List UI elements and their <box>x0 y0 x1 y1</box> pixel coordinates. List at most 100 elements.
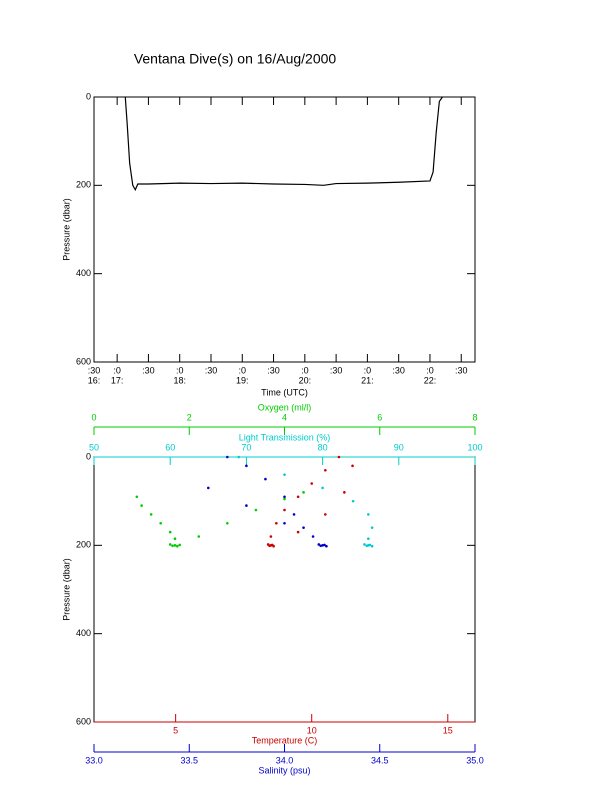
data-point <box>367 513 370 516</box>
data-point <box>325 544 328 548</box>
x-tick-label: 80 <box>318 442 328 452</box>
x-tick-label: 33.0 <box>85 755 103 765</box>
data-point <box>302 526 305 529</box>
y-axis-label: Pressure (dbar) <box>61 558 71 621</box>
data-point <box>178 543 182 547</box>
x-tick-label: 6 <box>377 412 382 422</box>
data-point <box>302 491 305 494</box>
x-tick-label: :30 <box>267 365 280 375</box>
y-tick-label: 0 <box>86 451 91 461</box>
x-hour-label: 16: <box>88 375 101 385</box>
x-tick-label: 0 <box>91 412 96 422</box>
data-point <box>292 513 296 516</box>
y-tick-label: 200 <box>76 180 91 190</box>
data-point <box>283 521 286 525</box>
data-point <box>176 544 179 548</box>
data-point <box>168 530 172 534</box>
data-point <box>149 513 153 516</box>
x-tick-label: 60 <box>165 442 175 452</box>
x-tick-label: :30 <box>142 365 155 375</box>
data-point <box>324 513 327 516</box>
x-tick-label: 15 <box>443 725 453 735</box>
x-hour-label: 22: <box>424 375 437 385</box>
x-tick-label: 10 <box>307 725 317 735</box>
x-axis-label: Temperature (C) <box>252 735 318 745</box>
x-axis-label: Light Transmission (%) <box>239 432 331 442</box>
y-tick-label: 400 <box>76 268 91 278</box>
data-point <box>264 477 267 481</box>
data-point <box>283 473 286 476</box>
y-tick-label: 0 <box>86 91 91 101</box>
x-tick-label: :0 <box>426 365 434 375</box>
x-tick-label: :30 <box>330 365 343 375</box>
data-point <box>365 544 369 548</box>
data-point <box>270 543 274 547</box>
x-tick-label: :0 <box>113 365 121 375</box>
x-hour-label: 21: <box>361 375 374 385</box>
data-point <box>321 486 324 490</box>
y-tick-label: 600 <box>76 716 91 726</box>
data-point <box>168 543 172 546</box>
data-point <box>311 535 315 538</box>
data-point <box>363 543 366 546</box>
chart-title: Ventana Dive(s) on 16/Aug/2000 <box>134 51 337 67</box>
data-point <box>159 521 162 525</box>
y-tick-label: 200 <box>76 540 91 550</box>
data-point <box>310 482 314 485</box>
x-axis-label: Salinity (psu) <box>258 765 310 775</box>
data-point <box>269 535 273 538</box>
data-point <box>323 543 326 547</box>
data-point <box>283 497 286 501</box>
data-point <box>351 464 354 468</box>
x-tick-label: :30 <box>205 365 218 375</box>
data-point <box>275 521 278 525</box>
data-point <box>283 508 286 512</box>
data-point <box>343 491 346 494</box>
data-point <box>171 544 174 548</box>
x-tick-label: 34.5 <box>371 755 389 765</box>
data-point <box>370 544 374 548</box>
data-point <box>319 544 322 548</box>
x-tick-label: :30 <box>392 365 405 375</box>
y-tick-label: 600 <box>76 356 91 366</box>
x-tick-label: 50 <box>89 442 99 452</box>
data-point <box>207 486 210 490</box>
x-tick-label: :0 <box>301 365 309 375</box>
x-tick-label: 90 <box>394 442 404 452</box>
dive-line <box>124 96 443 192</box>
data-point <box>337 455 341 459</box>
data-point <box>135 495 139 499</box>
data-point <box>370 526 374 529</box>
x-axis-label: Time (UTC) <box>261 387 308 397</box>
x-hour-label: 17: <box>111 375 124 385</box>
data-point <box>254 508 258 512</box>
x-tick-label: :0 <box>364 365 372 375</box>
data-point <box>317 543 321 546</box>
x-tick-label: 8 <box>472 412 477 422</box>
data-point <box>296 530 300 534</box>
data-point <box>173 544 177 547</box>
x-tick-label: :30 <box>455 365 468 375</box>
y-tick-label: 400 <box>76 628 91 638</box>
data-point <box>226 455 229 459</box>
x-tick-label: 34.0 <box>276 755 294 765</box>
data-point <box>367 537 370 541</box>
data-point <box>296 495 300 499</box>
x-tick-label: 2 <box>187 412 192 422</box>
x-tick-label: :0 <box>239 365 247 375</box>
x-hour-label: 20: <box>299 375 312 385</box>
x-axis-label: Oxygen (ml/l) <box>258 402 312 412</box>
data-point <box>283 495 286 499</box>
data-point <box>245 464 248 468</box>
x-tick-label: 5 <box>173 725 178 735</box>
plot-frame <box>93 96 476 363</box>
data-point <box>268 544 271 548</box>
x-tick-label: 35.0 <box>466 755 484 765</box>
data-point <box>237 455 241 459</box>
x-tick-label: :30 <box>88 365 101 375</box>
x-tick-label: :0 <box>176 365 184 375</box>
data-point <box>173 537 177 541</box>
x-tick-label: 100 <box>467 442 482 452</box>
